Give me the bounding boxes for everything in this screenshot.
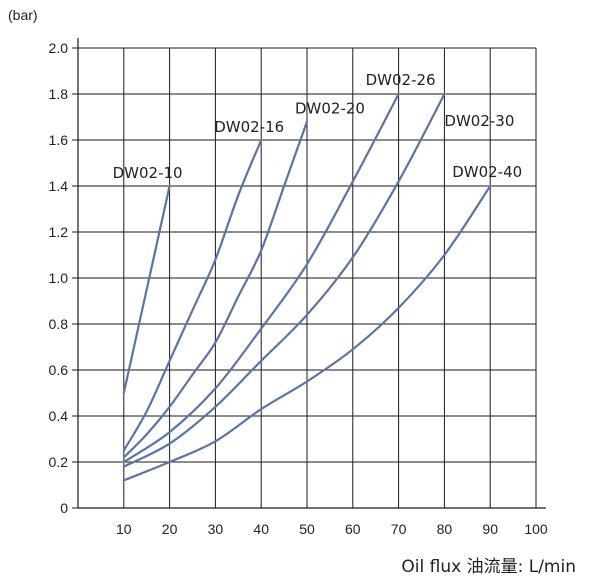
x-tick-label: 40	[253, 521, 269, 537]
x-tick-label: 20	[162, 521, 178, 537]
y-tick-labels: 0 0.2 0.4 0.6 0.8 1.0 1.2 1.4 1.6 1.8 2.0	[49, 40, 69, 516]
x-tick-label: 80	[437, 521, 453, 537]
series-label-dw02-16: DW02-16	[214, 118, 284, 136]
series-label-dw02-20: DW02-20	[295, 100, 365, 118]
y-tick-label: 1.0	[49, 270, 69, 286]
series-label-dw02-26: DW02-26	[366, 71, 436, 89]
series-line-dw02-26	[122, 92, 400, 464]
y-tick-label: 0	[60, 500, 68, 516]
x-tick-label: 60	[345, 521, 361, 537]
series-lines	[122, 92, 492, 482]
y-tick-label: 1.2	[49, 224, 69, 240]
y-tick-label: 0.6	[49, 362, 69, 378]
series-line-dw02-16	[122, 138, 263, 452]
y-tick-label: 0.2	[49, 454, 69, 470]
y-tick-label: 0.4	[49, 408, 69, 424]
y-tick-label: 1.4	[49, 178, 69, 194]
x-tick-label: 100	[524, 521, 548, 537]
series-label-dw02-40: DW02-40	[452, 163, 522, 181]
x-tick-label: 70	[391, 521, 407, 537]
y-tick-label: 1.6	[49, 132, 69, 148]
x-tick-label: 30	[208, 521, 224, 537]
y-tick-label: 2.0	[49, 40, 69, 56]
series-line-dw02-40	[122, 184, 492, 482]
x-tick-label: 50	[299, 521, 315, 537]
series-label-dw02-30: DW02-30	[444, 112, 514, 130]
grid	[78, 47, 537, 508]
x-tick-labels: 10 20 30 40 50 60 70 80 90 100	[116, 521, 548, 537]
y-tick-label: 0.8	[49, 316, 69, 332]
series-label-dw02-10: DW02-10	[113, 164, 183, 182]
axes	[72, 38, 546, 509]
series-line-dw02-10	[122, 184, 171, 395]
x-tick-label: 90	[482, 521, 498, 537]
series-line-dw02-20	[122, 120, 309, 459]
x-axis-label: Oil flux 油流量: L/min	[401, 557, 576, 577]
series-line-dw02-30	[122, 92, 446, 468]
y-axis-unit-label: (bar)	[8, 7, 38, 23]
y-tick-label: 1.8	[49, 86, 69, 102]
x-tick-label: 10	[116, 521, 132, 537]
